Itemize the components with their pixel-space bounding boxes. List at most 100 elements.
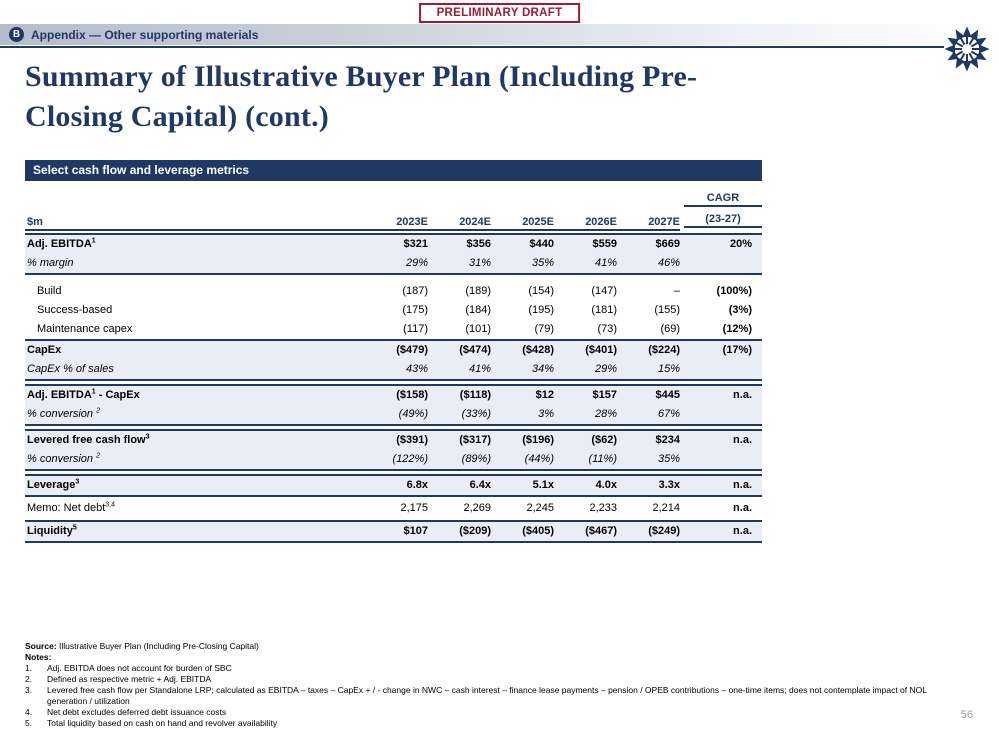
cell-value: 4.0x bbox=[595, 479, 617, 491]
header-double-rule bbox=[25, 229, 680, 231]
cell-cagr-value: 20% bbox=[729, 238, 752, 250]
cell-cagr-value bbox=[680, 360, 762, 379]
cell-value: (187) bbox=[402, 285, 428, 297]
footnote-item: 3. Levered free cash flow per Standalone … bbox=[25, 685, 940, 707]
cell-value: $321 bbox=[403, 238, 428, 250]
cell-value: (33%) bbox=[461, 408, 491, 420]
cell-value: (49%) bbox=[398, 408, 428, 420]
footnote-number: 2. bbox=[25, 674, 33, 684]
section-header-bar: B Appendix — Other supporting materials bbox=[0, 24, 999, 45]
cell-cagr-value bbox=[680, 450, 762, 469]
table-row: Levered free cash flow3 ($391) ($317) ($196… bbox=[25, 431, 762, 450]
cell-value: (155) bbox=[654, 304, 680, 316]
cagr-header-line2: (23-27) bbox=[684, 213, 762, 228]
table-section: Adj. EBITDA1 - CapEx ($158) ($118) $12 $157 $… bbox=[25, 384, 762, 426]
footnote-number: 5. bbox=[25, 718, 33, 728]
footnote-text: Adj. EBITDA does not account for burden … bbox=[47, 663, 232, 673]
footnote-text: Net debt excludes deferred debt issuance… bbox=[47, 707, 227, 717]
cagr-header-line1: CAGR bbox=[684, 192, 762, 207]
cash-flow-leverage-table: Select cash flow and leverage metrics CA… bbox=[25, 160, 762, 543]
source-text: Illustrative Buyer Plan (Including Pre-C… bbox=[56, 641, 259, 651]
cell-value: ($224) bbox=[648, 344, 680, 356]
cell-value: (195) bbox=[528, 304, 554, 316]
page-number: 56 bbox=[960, 709, 973, 721]
row-label: Success-based bbox=[37, 304, 113, 316]
footnote-text: Defined as respective metric + Adj. EBIT… bbox=[47, 674, 212, 684]
slide-title-line1: Summary of Illustrative Buyer Plan (Incl… bbox=[25, 60, 698, 93]
cell-value: 29% bbox=[405, 257, 428, 269]
cell-value: (44%) bbox=[524, 453, 554, 465]
cell-value: $440 bbox=[529, 238, 554, 250]
row-label: Liquidity5 bbox=[27, 524, 77, 537]
table-row: Maintenance capex (117) (101) (79) (73) (69) (… bbox=[25, 320, 762, 339]
row-label: % conversion 2 bbox=[27, 452, 100, 465]
cell-value: (11%) bbox=[588, 453, 617, 465]
cell-value: (69) bbox=[660, 323, 680, 335]
cell-value: 2,245 bbox=[526, 502, 554, 514]
cell-value: 35% bbox=[657, 453, 680, 465]
cell-value: 29% bbox=[594, 363, 617, 375]
table-section: Leverage3 6.8x 6.4x 5.1x 4.0x 3.3x n.a. bbox=[25, 474, 762, 497]
footnote-item: 1. Adj. EBITDA does not account for burde… bbox=[25, 663, 940, 674]
year-header: 2023E bbox=[396, 216, 428, 228]
cell-value: $669 bbox=[655, 238, 680, 250]
column-header-row: $m 2023E 2024E 2025E 2026E 2027E (23-27) bbox=[25, 208, 762, 228]
table-header: CAGR $m 2023E 2024E 2025E 2026E 2027E (23-27) bbox=[25, 192, 762, 231]
cell-value: 41% bbox=[594, 257, 617, 269]
table-row: Liquidity5 $107 ($209) ($405) ($467) ($249) n.… bbox=[25, 522, 762, 541]
cell-value: (73) bbox=[597, 323, 617, 335]
row-label: Adj. EBITDA1 bbox=[27, 237, 96, 250]
cell-value: 2,269 bbox=[463, 502, 491, 514]
year-header: 2024E bbox=[459, 216, 491, 228]
cell-cagr-value: n.a. bbox=[733, 525, 752, 537]
cell-value: – bbox=[673, 285, 680, 297]
footnote-number: 1. bbox=[25, 663, 33, 673]
footnote-item: 2. Defined as respective metric + Adj. EB… bbox=[25, 674, 940, 685]
starburst-logo-icon bbox=[944, 25, 990, 78]
cell-cagr-value bbox=[680, 405, 762, 424]
cell-value: (101) bbox=[465, 323, 491, 335]
cell-value: (175) bbox=[402, 304, 428, 316]
source-label: Source: bbox=[25, 641, 57, 651]
slide-title: Summary of Illustrative Buyer Plan (Incl… bbox=[25, 57, 925, 137]
cell-value: (147) bbox=[591, 285, 617, 297]
cell-value: (181) bbox=[591, 304, 617, 316]
cell-value: 2,175 bbox=[400, 502, 428, 514]
year-header: 2025E bbox=[522, 216, 554, 228]
cell-value: 3.3x bbox=[658, 479, 680, 491]
cell-value: ($317) bbox=[459, 434, 491, 446]
cell-cagr-value: (12%) bbox=[722, 323, 752, 335]
notes-label: Notes: bbox=[25, 652, 52, 662]
cell-cagr-value: n.a. bbox=[733, 434, 752, 446]
cell-value: 6.8x bbox=[406, 479, 428, 491]
cell-value: ($118) bbox=[459, 389, 491, 401]
cell-value: 15% bbox=[657, 363, 680, 375]
cell-value: 5.1x bbox=[532, 479, 554, 491]
year-header: 2026E bbox=[585, 216, 617, 228]
footnotes: Source: Illustrative Buyer Plan (Includi… bbox=[25, 641, 940, 729]
cell-value: 28% bbox=[594, 408, 617, 420]
table-title-bar: Select cash flow and leverage metrics bbox=[25, 160, 762, 181]
cell-value: $157 bbox=[592, 389, 617, 401]
cell-value: ($62) bbox=[591, 434, 617, 446]
table-row: CapEx ($479) ($474) ($428) ($401) ($224) (17%) bbox=[25, 341, 762, 360]
cell-value: (154) bbox=[528, 285, 554, 297]
cell-value: (122%) bbox=[392, 453, 428, 465]
year-header: 2027E bbox=[648, 216, 680, 228]
source-line: Source: Illustrative Buyer Plan (Includi… bbox=[25, 641, 940, 652]
slide-title-line2: Closing Capital) (cont.) bbox=[25, 100, 329, 133]
row-label: Adj. EBITDA1 - CapEx bbox=[27, 388, 140, 401]
cell-value: (79) bbox=[534, 323, 554, 335]
cell-value: ($249) bbox=[648, 525, 680, 537]
row-label: CapEx % of sales bbox=[27, 363, 114, 375]
cell-value: 2,214 bbox=[652, 502, 680, 514]
cell-value: (184) bbox=[465, 304, 491, 316]
cell-value: 31% bbox=[468, 257, 491, 269]
table-section: Build (187) (189) (154) (147) – (100%) Success-… bbox=[25, 282, 762, 339]
cell-value: $234 bbox=[655, 434, 680, 446]
section-title: Appendix — Other supporting materials bbox=[31, 27, 259, 42]
cell-value: $107 bbox=[403, 525, 428, 537]
cell-cagr-value: (100%) bbox=[716, 285, 752, 297]
table-row: Adj. EBITDA1 $321 $356 $440 $559 $669 20% bbox=[25, 235, 762, 254]
footnote-text: Total liquidity based on cash on hand an… bbox=[47, 718, 278, 728]
